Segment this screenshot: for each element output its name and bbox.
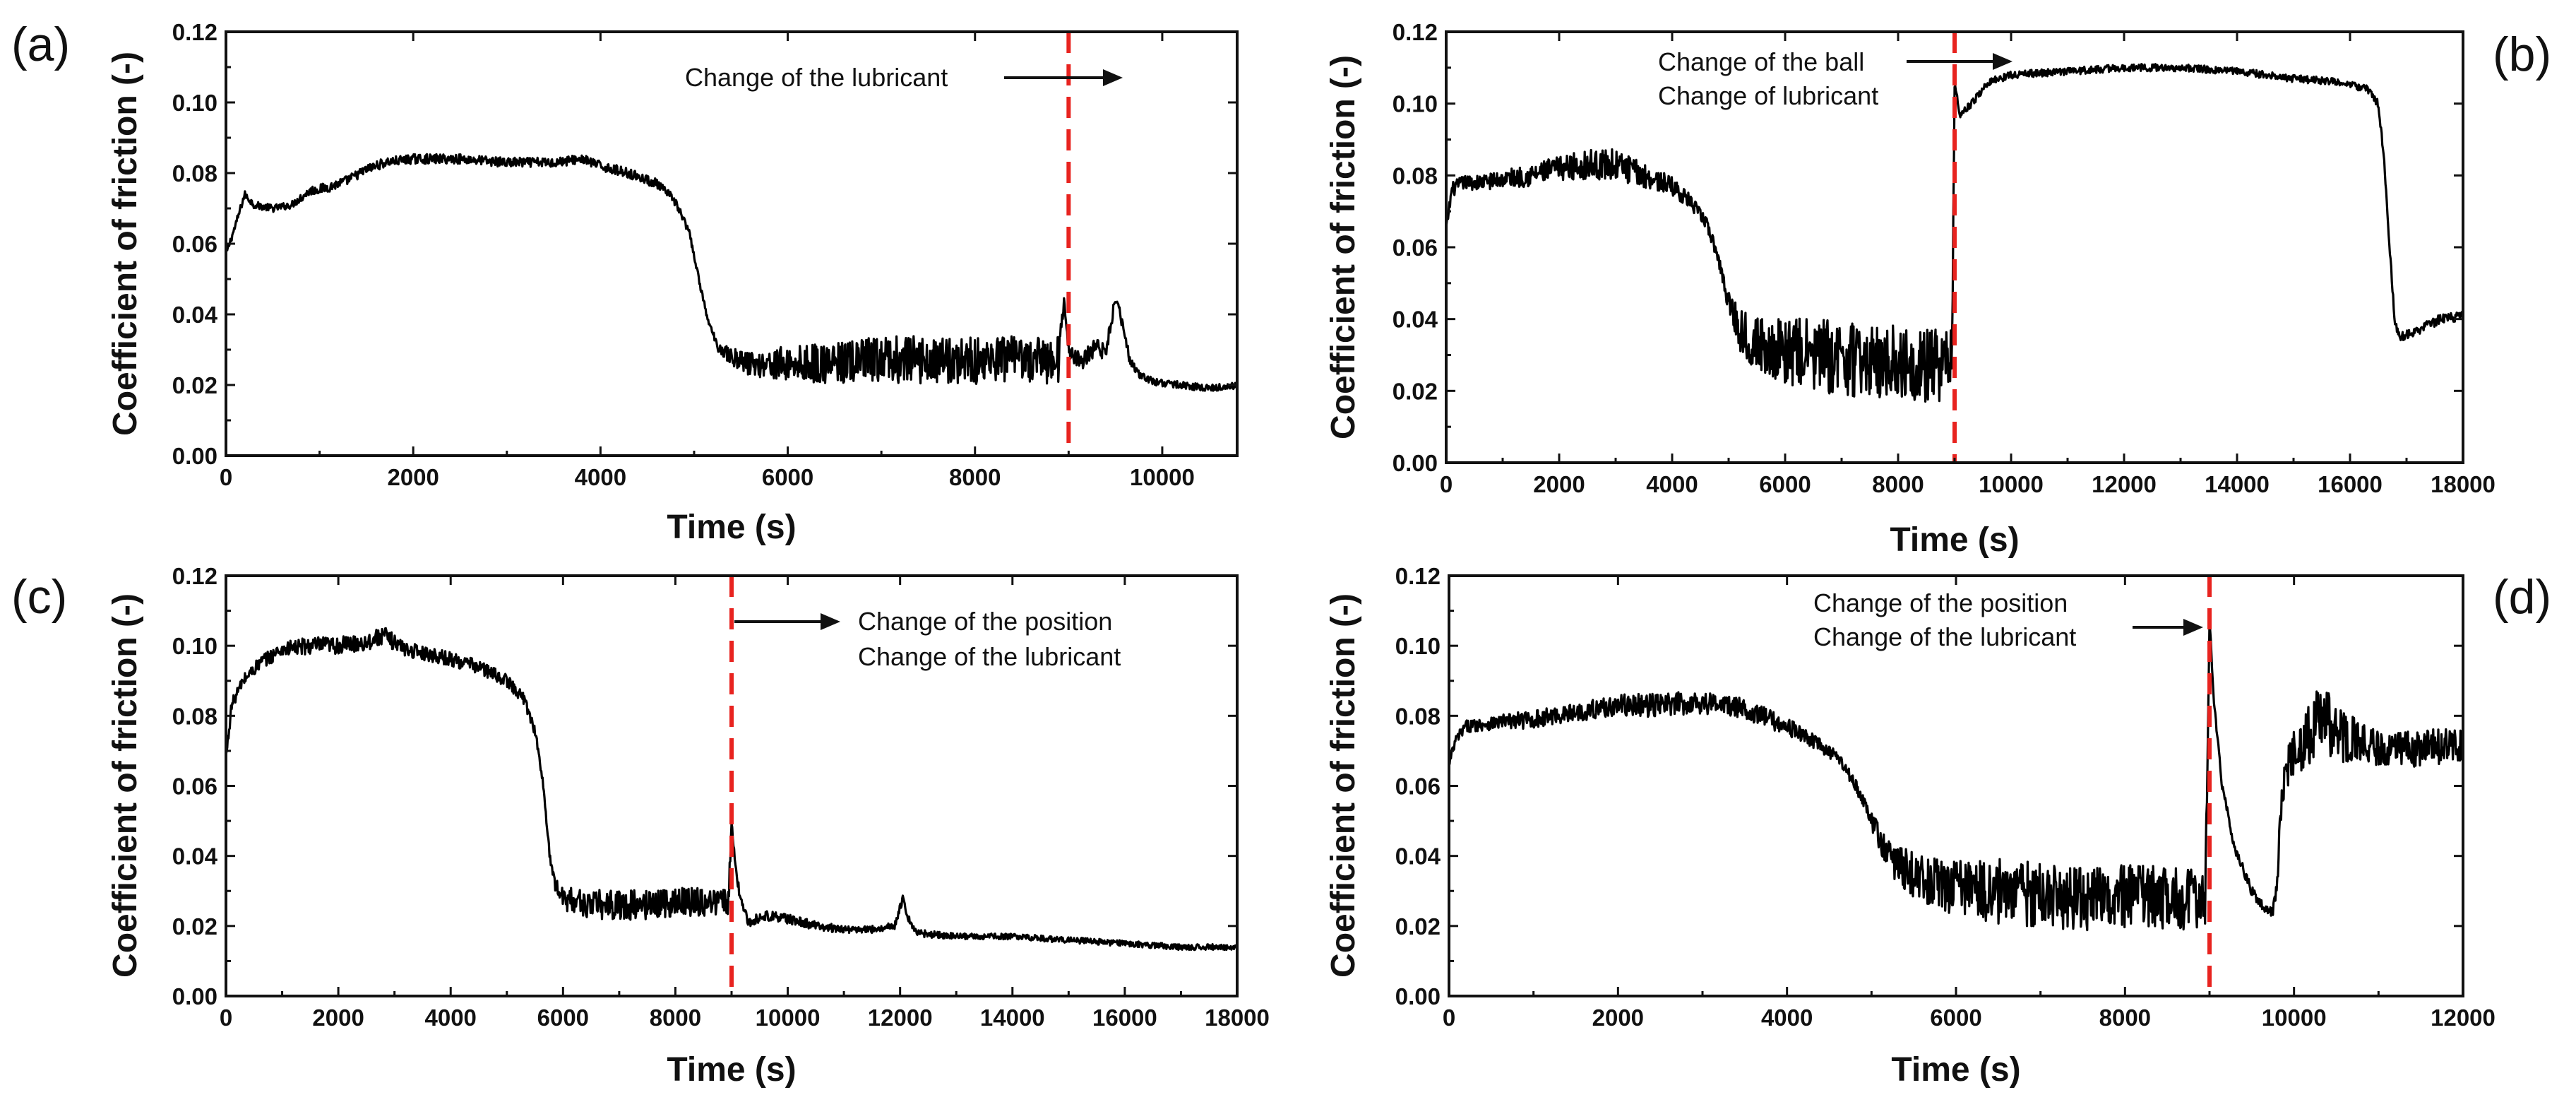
- x-tick-label: 0: [220, 464, 232, 490]
- panel-b: (b) 0 2000 4000 6000 8000 10000 12000 14000 1600…: [1325, 19, 2551, 559]
- annotation-arrow: [1907, 53, 2012, 70]
- friction-curve: [225, 153, 1239, 392]
- y-tick-label: 0.10: [172, 90, 217, 116]
- x-tick-label: 10000: [1130, 464, 1195, 490]
- x-tick-label: 16000: [2318, 471, 2383, 497]
- y-tick-label: 0.08: [172, 703, 217, 729]
- y-tick-label: 0.00: [172, 443, 217, 469]
- x-tick-label: 10000: [756, 1005, 821, 1031]
- annotation-change-of-the-ball: Change of the ball: [1658, 47, 1864, 76]
- y-axis-title: Coefficient of friction (-): [107, 52, 144, 436]
- annotation-change-of-the-position: Change of the position: [1813, 588, 2068, 617]
- y-tick-label: 0.08: [172, 160, 217, 186]
- x-tick-label: 14000: [980, 1005, 1045, 1031]
- x-tick-label: 8000: [1872, 471, 1924, 497]
- x-tick-label: 6000: [1930, 1005, 1981, 1031]
- y-tick-label: 0.10: [1393, 91, 1438, 117]
- plot-frame: [225, 30, 1239, 457]
- x-tick-label: 10000: [2262, 1005, 2327, 1031]
- y-tick-label: 0.02: [1393, 378, 1438, 404]
- x-tick-label: 12000: [868, 1005, 933, 1031]
- y-tick-label: 0.10: [172, 633, 217, 659]
- annotation-change-of-the-lubricant: Change of the lubricant: [1813, 622, 2076, 651]
- annotation-arrow: [734, 613, 840, 630]
- y-tick-label: 0.12: [1393, 19, 1438, 45]
- x-tick-label: 8000: [949, 464, 1001, 490]
- x-tick-label: 6000: [1759, 471, 1811, 497]
- panel-d: (d) 0 2000 4000 6000 8000 10000 12000 0.00 0.02 0…: [1325, 563, 2551, 1089]
- x-tick-label: 10000: [1979, 471, 2044, 497]
- panel-letter: (c): [11, 570, 67, 624]
- x-tick-label: 0: [1440, 471, 1453, 497]
- y-tick-label: 0.12: [172, 563, 217, 589]
- y-tick-label: 0.10: [1395, 633, 1441, 659]
- x-tick-label: 6000: [762, 464, 813, 490]
- y-tick-label: 0.00: [172, 983, 217, 1009]
- x-axis-title: Time (s): [667, 509, 796, 546]
- y-tick-label: 0.02: [172, 372, 217, 398]
- y-tick-label: 0.08: [1393, 162, 1438, 189]
- annotation-change-of-lubricant: Change of the lubricant: [685, 63, 948, 92]
- y-axis-title: Coefficient of friction (-): [107, 593, 144, 978]
- panel-letter: (d): [2493, 570, 2551, 624]
- y-tick-label: 0.04: [172, 302, 218, 328]
- x-tick-label: 12000: [2431, 1005, 2496, 1031]
- x-tick-label: 4000: [425, 1005, 477, 1031]
- y-axis-title: Coefficient of friction (-): [1325, 593, 1362, 978]
- annotation-change-of-lubricant: Change of lubricant: [1658, 81, 1878, 110]
- x-tick-label: 12000: [2092, 471, 2157, 497]
- annotation-arrow: [2133, 619, 2203, 636]
- x-tick-label: 4000: [1646, 471, 1698, 497]
- x-axis-title: Time (s): [1891, 1051, 2020, 1089]
- y-axis-title: Coefficient of friction (-): [1325, 55, 1362, 439]
- y-tick-label: 0.02: [172, 913, 217, 940]
- annotation-arrow: [1004, 69, 1123, 86]
- x-axis-title: Time (s): [1890, 521, 2019, 559]
- y-tick-label: 0.06: [1395, 774, 1441, 800]
- panel-c: (c) 0 2000 4000 6000 8000 10000 12000 14000 1600…: [11, 563, 1270, 1089]
- x-tick-label: 4000: [1761, 1005, 1813, 1031]
- y-tick-label: 0.06: [172, 774, 217, 800]
- x-tick-label: 18000: [2431, 471, 2496, 497]
- x-tick-label: 0: [1443, 1005, 1455, 1031]
- y-tick-label: 0.00: [1393, 450, 1438, 476]
- y-tick-label: 0.06: [1393, 235, 1438, 261]
- x-tick-label: 18000: [1205, 1005, 1270, 1031]
- y-tick-label: 0.02: [1395, 913, 1441, 940]
- annotation-change-of-the-position: Change of the position: [858, 607, 1112, 636]
- x-tick-label: 14000: [2205, 471, 2270, 497]
- x-tick-label: 6000: [537, 1005, 589, 1031]
- y-tick-label: 0.12: [172, 19, 217, 45]
- x-tick-label: 4000: [575, 464, 626, 490]
- panel-letter: (a): [11, 18, 70, 71]
- x-tick-label: 8000: [2099, 1005, 2151, 1031]
- y-tick-label: 0.06: [172, 231, 217, 257]
- y-tick-label: 0.12: [1395, 563, 1441, 589]
- friction-curve: [1448, 619, 2464, 932]
- x-tick-label: 2000: [387, 464, 439, 490]
- panel-a: (a) 0 2000 4000 6000 8000 10000 0.00 0.02 0.04 0.…: [11, 18, 1239, 546]
- panel-letter: (b): [2493, 28, 2551, 81]
- y-tick-label: 0.08: [1395, 703, 1441, 729]
- y-tick-label: 0.04: [1393, 307, 1438, 333]
- y-tick-label: 0.04: [1395, 843, 1441, 870]
- y-tick-label: 0.04: [172, 843, 218, 870]
- y-tick-label: 0.00: [1395, 983, 1441, 1009]
- friction-curve: [1445, 63, 2464, 403]
- x-tick-label: 0: [220, 1005, 232, 1031]
- x-tick-label: 16000: [1092, 1005, 1157, 1031]
- x-tick-label: 8000: [650, 1005, 701, 1031]
- annotation-change-of-the-lubricant: Change of the lubricant: [858, 642, 1121, 671]
- x-tick-label: 2000: [1592, 1005, 1644, 1031]
- x-tick-label: 2000: [1533, 471, 1585, 497]
- x-axis-title: Time (s): [667, 1051, 796, 1089]
- x-tick-label: 2000: [312, 1005, 364, 1031]
